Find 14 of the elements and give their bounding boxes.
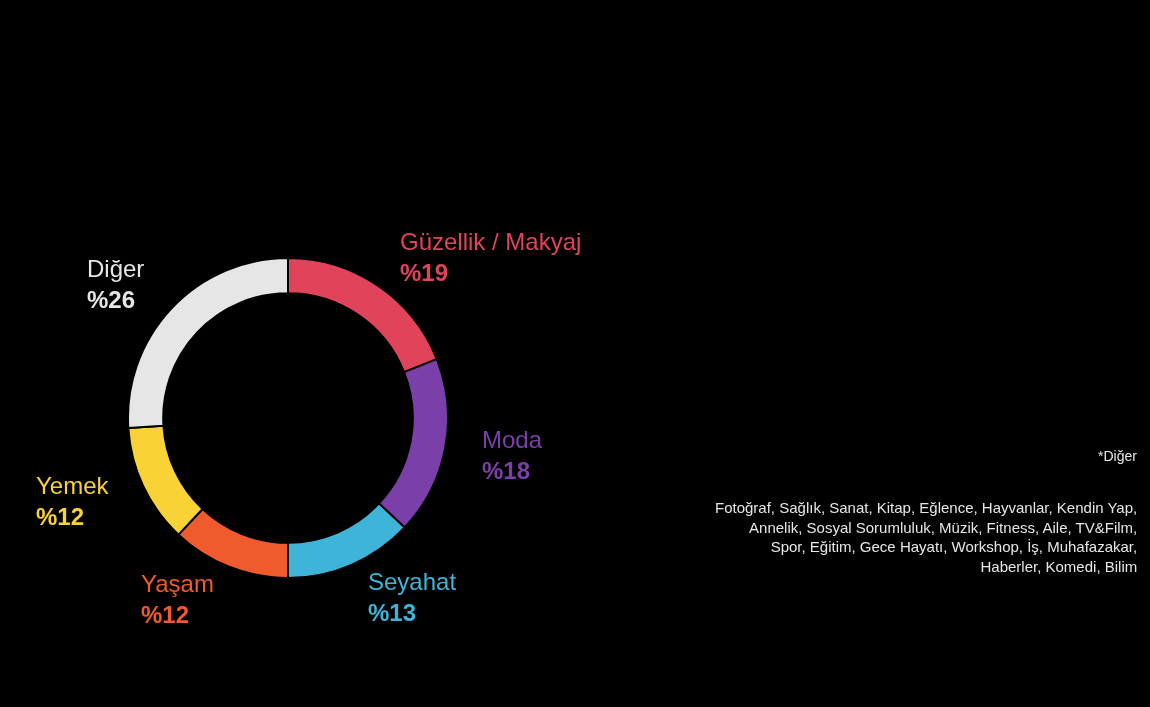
- text: *Diğer: [1098, 448, 1138, 464]
- slice-label: Moda: [482, 426, 543, 453]
- data-label: %19: [400, 259, 449, 287]
- data-label: %26: [87, 286, 136, 314]
- data-label: %12: [141, 601, 190, 629]
- data-label: %13: [368, 599, 417, 627]
- data-label: %18: [482, 457, 531, 485]
- slice-label: Seyahat: [368, 568, 457, 595]
- slice-label: Yaşam: [141, 570, 214, 597]
- slice-label: Yemek: [36, 472, 110, 499]
- slice-label: Güzellik / Makyaj: [400, 228, 582, 255]
- slice-label: Diğer: [87, 255, 145, 282]
- data-label: %12: [36, 503, 85, 531]
- text: Fotoğraf, Sağlık, Sanat, Kitap, Eğlence, Hayvanlar, Kendin Yap, Annelik, Sosyal Sorumluluk, Müzik, Fitness, Aile, TV&Film, Spor, Eğitim, Gece Hayatı, Workshop, İş, Muhafazakar, Haberler, Komedi, Bilim: [715, 499, 1138, 575]
